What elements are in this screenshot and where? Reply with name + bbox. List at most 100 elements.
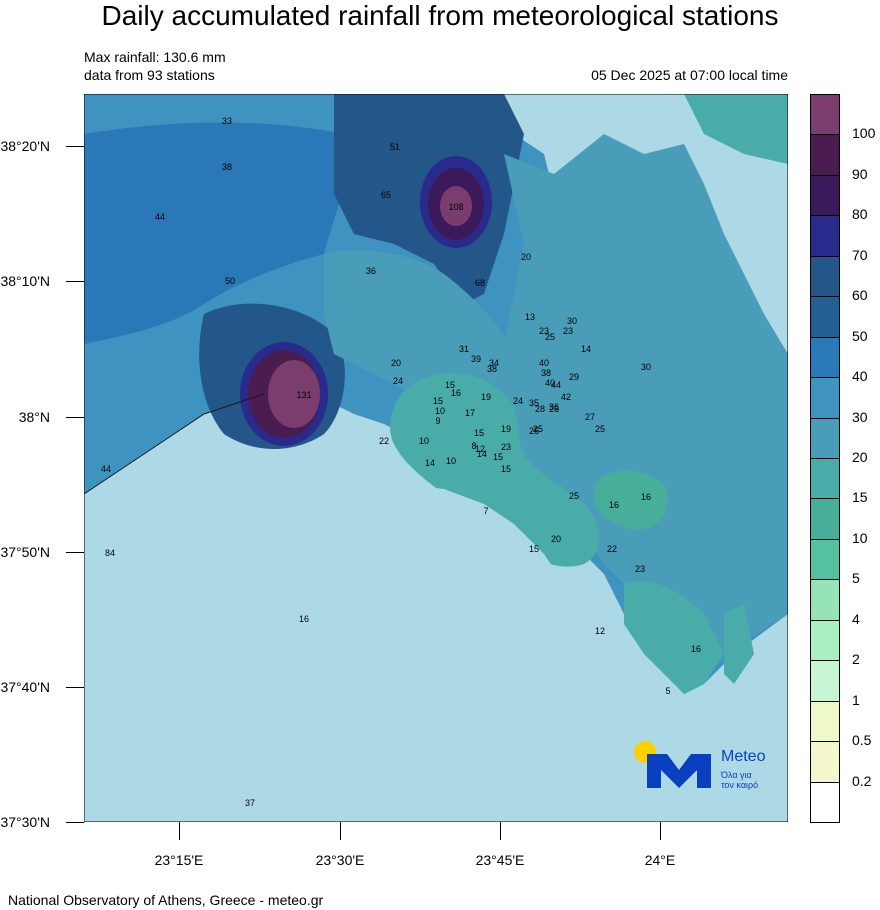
station-values: 3338516510844503668201323302325143020313…: [101, 116, 701, 808]
station-value: 35: [529, 398, 539, 408]
rainfall-map: 3338516510844503668201323302325143020313…: [84, 94, 788, 822]
station-value: 20: [521, 252, 531, 262]
station-value: 5: [665, 686, 670, 696]
colorbar-label: 10: [852, 529, 868, 546]
colorbar-swatch: [810, 417, 840, 459]
station-value: 23: [539, 326, 549, 336]
station-value: 51: [390, 142, 400, 152]
station-value: 25: [533, 424, 543, 434]
station-value: 12: [595, 626, 605, 636]
lat-label-4: 37°50'N: [0, 544, 50, 560]
station-value: 19: [481, 392, 491, 402]
station-value: 30: [567, 316, 577, 326]
station-value: 40: [545, 378, 555, 388]
station-value: 39: [471, 354, 481, 364]
colorbar-label: 40: [852, 368, 868, 385]
station-value: 14: [581, 344, 591, 354]
island-evia: [684, 94, 788, 164]
lat-label-6: 37°30'N: [0, 814, 50, 830]
station-value: 10: [446, 456, 456, 466]
colorbar-label: 0.2: [852, 772, 872, 789]
station-value: 19: [501, 424, 511, 434]
colorbar-swatch: [810, 255, 840, 298]
colorbar-swatch: [810, 296, 840, 338]
lon-label-3: 23°45'E: [475, 852, 525, 868]
green-zone-athens: [390, 373, 599, 567]
station-value: 84: [105, 548, 115, 558]
colorbar-swatch: [810, 94, 840, 136]
colorbar-swatch: [810, 458, 840, 500]
colorbar-swatch: [810, 215, 840, 257]
colorbar-label: 2: [852, 651, 860, 668]
green-zone-south: [624, 581, 724, 694]
station-value: 15: [493, 452, 503, 462]
station-value: 25: [545, 332, 555, 342]
station-value: 38: [541, 368, 551, 378]
colorbar-swatch: [810, 498, 840, 540]
attica-east: [494, 134, 788, 674]
colorbar-label: 50: [852, 327, 868, 344]
station-value: 23: [501, 442, 511, 452]
station-value: 7: [483, 506, 488, 516]
meteo-logo-icon: [634, 741, 711, 788]
station-value: 22: [379, 436, 389, 446]
station-value: 38: [222, 162, 232, 172]
station-value: 36: [366, 266, 376, 276]
chart-title: Daily accumulated rainfall from meteorol…: [101, 0, 779, 31]
station-value: 14: [425, 458, 435, 468]
station-value: 25: [569, 491, 579, 501]
island-small-2: [724, 604, 754, 684]
station-value: 29: [569, 372, 579, 382]
colorbar-swatch: [810, 174, 840, 217]
station-value: 16: [451, 388, 461, 398]
max-rainfall-label: Max rainfall: 130.6 mm: [84, 49, 226, 65]
station-value: 14: [477, 449, 487, 459]
colorbar-swatch: [810, 377, 840, 419]
station-value: 44: [101, 464, 111, 474]
colorbar-swatch: [810, 538, 840, 581]
station-value: 10: [419, 436, 429, 446]
logo-tagline-2: τον καιρό: [721, 780, 759, 790]
colorbar-label: 1: [852, 691, 860, 708]
station-value: 25: [595, 424, 605, 434]
colorbar-label: 0.5: [852, 732, 872, 749]
station-value: 30: [641, 362, 651, 372]
station-value: 16: [691, 644, 701, 654]
station-value: 38: [487, 364, 497, 374]
rain-core-west-inner: [268, 360, 320, 428]
colorbar-swatch: [810, 619, 840, 662]
station-value: 33: [222, 116, 232, 126]
rain-band-nw: [84, 122, 347, 344]
station-value: 24: [513, 396, 523, 406]
station-value: 27: [585, 412, 595, 422]
colorbar-label: 90: [852, 165, 868, 182]
station-value: 15: [529, 544, 539, 554]
datetime-label: 05 Dec 2025 at 07:00 local time: [591, 67, 788, 83]
station-value: 65: [381, 190, 391, 200]
colorbar-swatch: [810, 134, 840, 176]
station-value: 15: [433, 396, 443, 406]
lat-label-1: 38°20'N: [0, 138, 50, 154]
rain-core-north-inner: [440, 186, 472, 226]
logo-tagline-1: Όλα για: [721, 770, 752, 780]
colorbar-label: 60: [852, 287, 868, 304]
station-value: 8: [471, 441, 476, 451]
station-value: 31: [459, 344, 469, 354]
station-value: 50: [225, 276, 235, 286]
station-value: 20: [551, 534, 561, 544]
station-value: 42: [561, 392, 571, 402]
green-zone-southeast: [594, 470, 668, 530]
station-value: 40: [539, 358, 549, 368]
lon-label-4: 24°E: [644, 852, 676, 868]
lat-label-2: 38°10'N: [0, 273, 50, 289]
colorbar-label: 80: [852, 206, 868, 223]
lat-label-5: 37°40'N: [0, 679, 50, 695]
colorbar-swatch: [810, 741, 840, 783]
lon-label-2: 23°30'E: [315, 852, 365, 868]
station-value: 16: [641, 492, 651, 502]
colorbar-label: 100: [852, 125, 876, 142]
station-value: 13: [525, 312, 535, 322]
footer-credit: National Observatory of Athens, Greece -…: [8, 892, 324, 908]
station-value: 22: [607, 544, 617, 554]
station-value: 15: [474, 428, 484, 438]
